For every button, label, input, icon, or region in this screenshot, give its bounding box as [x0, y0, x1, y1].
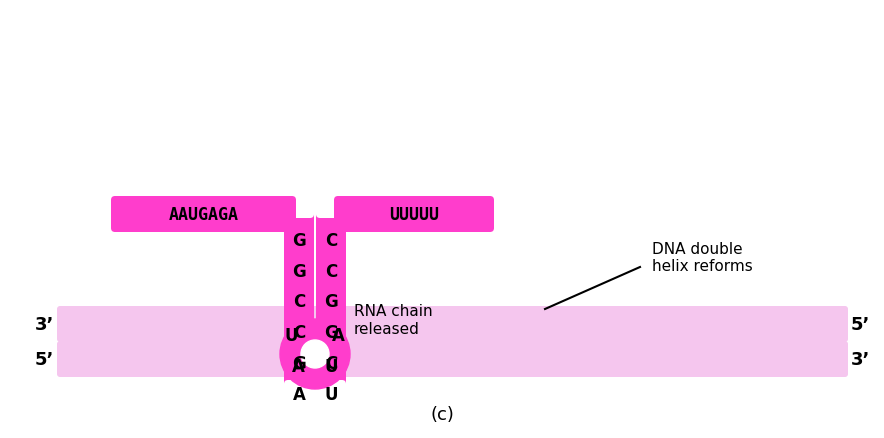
Text: G: G — [292, 231, 306, 249]
Text: C: C — [325, 231, 337, 249]
Text: 5’: 5’ — [851, 315, 871, 333]
FancyBboxPatch shape — [57, 306, 848, 342]
Text: 3’: 3’ — [34, 315, 54, 333]
Text: A: A — [293, 385, 306, 403]
Text: G: G — [292, 262, 306, 280]
Text: (c): (c) — [430, 405, 454, 423]
Text: U: U — [325, 357, 339, 375]
Text: C: C — [293, 293, 305, 311]
FancyBboxPatch shape — [284, 215, 314, 384]
Text: G: G — [324, 293, 338, 311]
Text: G: G — [292, 354, 306, 372]
Text: C: C — [293, 324, 305, 342]
Text: G: G — [324, 324, 338, 342]
Text: RNA chain
released: RNA chain released — [354, 304, 432, 336]
Circle shape — [280, 319, 350, 389]
Text: U: U — [324, 385, 338, 403]
FancyBboxPatch shape — [316, 215, 346, 384]
Text: 5’: 5’ — [34, 350, 54, 368]
Text: C: C — [325, 262, 337, 280]
Text: 3’: 3’ — [851, 350, 871, 368]
Text: A: A — [292, 357, 305, 375]
Text: UUUUU: UUUUU — [389, 205, 439, 223]
FancyBboxPatch shape — [334, 197, 494, 233]
Text: C: C — [325, 354, 337, 372]
Text: U: U — [285, 326, 298, 344]
Circle shape — [301, 340, 329, 368]
Text: A: A — [332, 326, 346, 344]
Text: AAUGAGA: AAUGAGA — [169, 205, 239, 223]
Text: DNA double
helix reforms: DNA double helix reforms — [652, 241, 753, 274]
FancyBboxPatch shape — [57, 341, 848, 377]
FancyBboxPatch shape — [111, 197, 296, 233]
